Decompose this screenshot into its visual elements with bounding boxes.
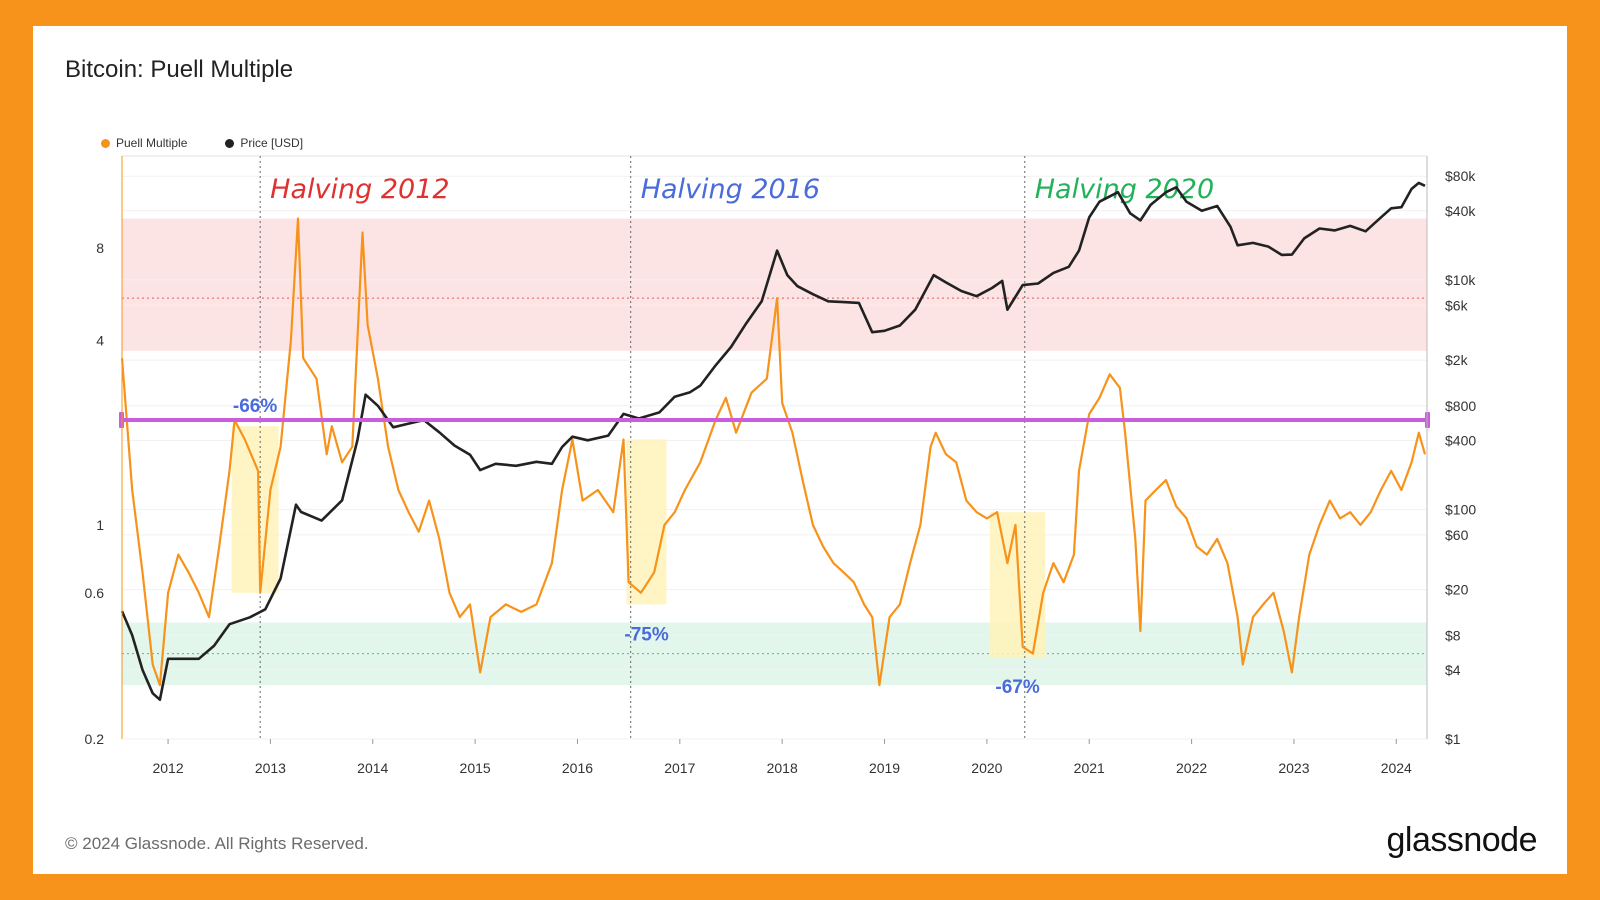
x-tick-2017: 2017 bbox=[664, 760, 695, 776]
y-right-tick-11: $40k bbox=[1445, 203, 1476, 219]
legend-dot-price bbox=[225, 138, 235, 148]
y-right-tick-4: $60 bbox=[1445, 527, 1469, 543]
brand-logo: glassnode bbox=[1386, 821, 1537, 859]
drawdown-highlight-1 bbox=[626, 439, 667, 605]
x-tick-2019: 2019 bbox=[869, 760, 900, 776]
y-right-tick-10: $10k bbox=[1445, 272, 1476, 288]
y-right-tick-6: $400 bbox=[1445, 432, 1476, 448]
legend-item-puell[interactable]: Puell Multiple bbox=[101, 136, 187, 150]
x-tick-2012: 2012 bbox=[152, 760, 183, 776]
legend-dot-puell bbox=[101, 138, 110, 148]
x-tick-2024: 2024 bbox=[1381, 760, 1412, 776]
band-high bbox=[122, 218, 1427, 351]
y-left-tick-4: 8 bbox=[96, 240, 104, 256]
x-tick-2022: 2022 bbox=[1176, 760, 1207, 776]
x-tick-2014: 2014 bbox=[357, 760, 388, 776]
x-tick-2018: 2018 bbox=[767, 760, 798, 776]
y-right-tick-1: $4 bbox=[1445, 662, 1461, 678]
y-left-tick-3: 4 bbox=[96, 332, 104, 348]
x-tick-2013: 2013 bbox=[255, 760, 286, 776]
drawdown-highlight-0 bbox=[231, 426, 279, 593]
series-line-price[interactable] bbox=[120, 181, 1426, 701]
y-right-tick-9: $6k bbox=[1445, 297, 1469, 313]
y-right-tick-2: $8 bbox=[1445, 627, 1461, 643]
y-right-tick-0: $1 bbox=[1445, 731, 1461, 747]
legend-label-puell: Puell Multiple bbox=[116, 136, 188, 150]
y-right-tick-7: $800 bbox=[1445, 398, 1476, 414]
legend-item-price[interactable]: Price [USD] bbox=[225, 136, 303, 150]
halving-label-0: Halving 2012 bbox=[270, 174, 449, 205]
y-left-tick-2: 1 bbox=[96, 517, 104, 533]
y-right-tick-12: $80k bbox=[1445, 168, 1476, 184]
legend: Puell Multiple Price [USD] bbox=[101, 136, 303, 150]
y-left-tick-0: 0.2 bbox=[85, 731, 105, 747]
y-right-tick-5: $100 bbox=[1445, 501, 1476, 517]
halving-label-2: Halving 2020 bbox=[1035, 174, 1214, 205]
x-tick-2020: 2020 bbox=[971, 760, 1002, 776]
drawdown-label-2: -67% bbox=[995, 677, 1039, 698]
series-line-puell[interactable] bbox=[120, 217, 1427, 687]
y-right-tick-3: $20 bbox=[1445, 582, 1469, 598]
copyright-text: © 2024 Glassnode. All Rights Reserved. bbox=[65, 834, 369, 853]
drawdown-label-0: -66% bbox=[233, 396, 277, 417]
x-tick-2015: 2015 bbox=[460, 760, 491, 776]
legend-label-price: Price [USD] bbox=[240, 136, 304, 150]
page-title: Bitcoin: Puell Multiple bbox=[65, 56, 294, 83]
x-tick-2016: 2016 bbox=[562, 760, 593, 776]
drawdown-label-1: -75% bbox=[624, 624, 668, 645]
y-right-tick-8: $2k bbox=[1445, 352, 1469, 368]
y-left-tick-1: 0.6 bbox=[85, 585, 105, 601]
band-low bbox=[122, 622, 1427, 686]
x-tick-2023: 2023 bbox=[1278, 760, 1309, 776]
x-tick-2021: 2021 bbox=[1074, 760, 1105, 776]
puell-multiple-chart[interactable]: Halving 2012 Halving 2016 Halving 2020 -66%… bbox=[33, 26, 1567, 874]
halving-label-1: Halving 2016 bbox=[641, 174, 820, 205]
